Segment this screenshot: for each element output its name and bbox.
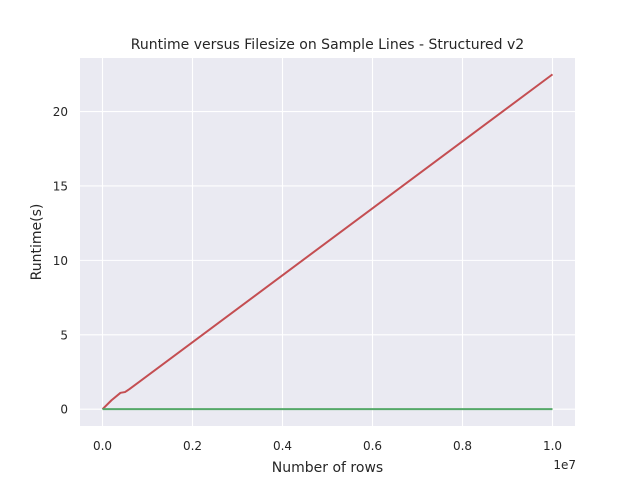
y-tick-label: 20 [53,105,68,119]
x-tick-label: 1.0 [543,439,562,453]
x-tick-label: 0.2 [183,439,202,453]
grid-lines [80,58,575,426]
chart-title: Runtime versus Filesize on Sample Lines … [131,37,524,53]
x-tick-label: 0.0 [93,439,112,453]
x-tick-label: 0.4 [273,439,292,453]
tick-labels: 0.0 0.2 0.4 0.6 0.8 1.0 0 5 10 15 20 [53,105,562,453]
y-tick-label: 5 [60,328,68,342]
x-axis-label: Number of rows [272,460,383,476]
series-line-red [101,73,554,410]
y-tick-label: 0 [60,403,68,417]
series-lines [101,73,554,411]
x-axis-offset-label: 1e7 [553,458,576,472]
x-tick-label: 0.6 [363,439,382,453]
y-tick-label: 15 [53,179,68,193]
x-tick-label: 0.8 [453,439,472,453]
y-tick-label: 10 [53,254,68,268]
y-axis-label: Runtime(s) [29,204,45,281]
